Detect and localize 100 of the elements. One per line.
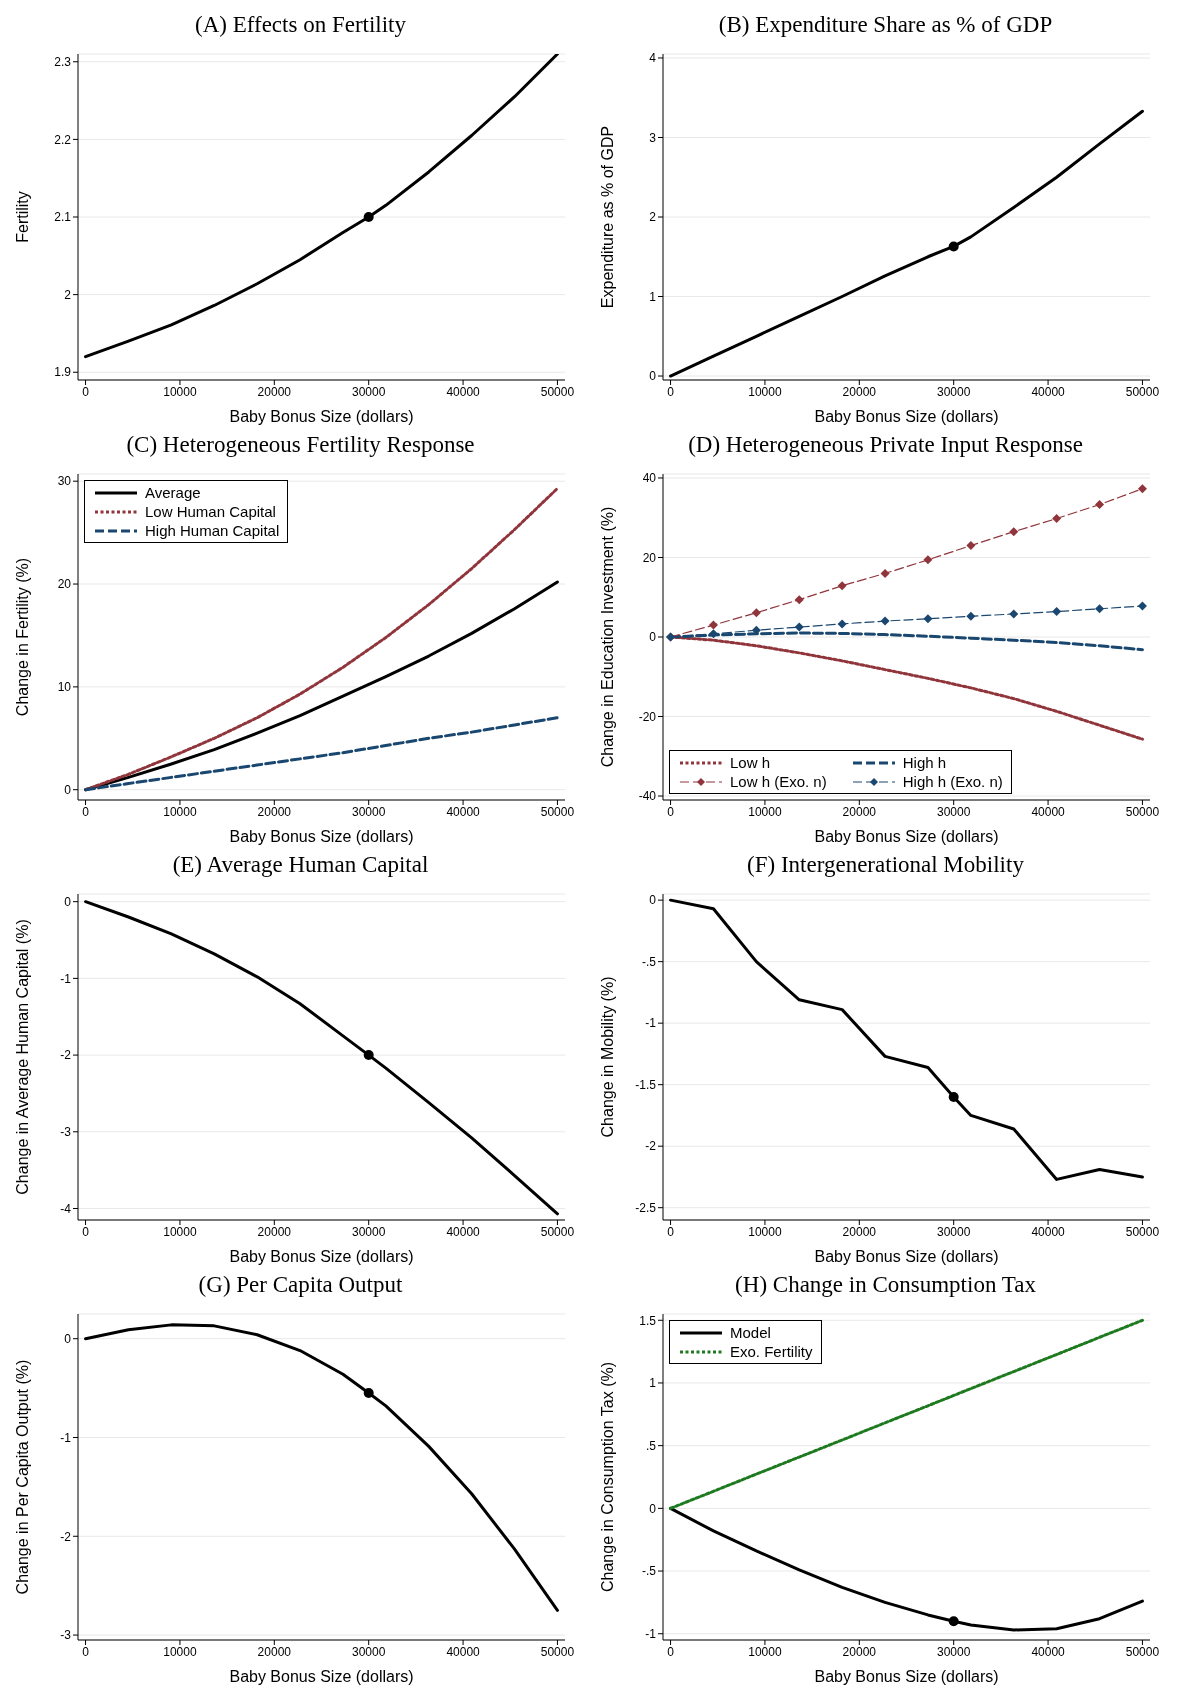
y-tick-label: 10 bbox=[57, 680, 72, 695]
point bbox=[1009, 527, 1019, 537]
x-tick-label: 30000 bbox=[937, 1224, 971, 1239]
x-tick-label: 40000 bbox=[1031, 1224, 1066, 1239]
y-tick-label: -40 bbox=[638, 789, 657, 804]
x-tick-label: 40000 bbox=[446, 384, 481, 399]
x-tick-label: 10000 bbox=[748, 384, 782, 399]
x-tick-label: 40000 bbox=[1031, 384, 1066, 399]
chart-title: (A) Effects on Fertility bbox=[194, 11, 407, 39]
x-tick-label: 50000 bbox=[540, 384, 575, 399]
y-tick-label: -4 bbox=[60, 1201, 72, 1216]
legend-label: High h bbox=[902, 754, 947, 771]
line-series bbox=[84, 716, 559, 792]
line-series bbox=[84, 900, 559, 1216]
line-series bbox=[84, 54, 559, 359]
y-tick-label: 2 bbox=[64, 287, 72, 302]
point bbox=[1052, 514, 1062, 524]
point bbox=[880, 616, 890, 626]
line-series bbox=[669, 1318, 1144, 1510]
x-tick-label: 50000 bbox=[1125, 1224, 1160, 1239]
x-tick-label: 50000 bbox=[540, 1644, 575, 1659]
x-tick-label: 40000 bbox=[446, 804, 481, 819]
x-axis-title: Baby Bonus Size (dollars) bbox=[229, 408, 414, 425]
y-tick-label: -2 bbox=[60, 1529, 72, 1544]
x-tick-label: 30000 bbox=[352, 384, 386, 399]
x-tick-label: 10000 bbox=[748, 1644, 782, 1659]
x-tick-label: 30000 bbox=[937, 804, 971, 819]
y-axis-title: Expenditure as % of GDP bbox=[598, 125, 616, 309]
x-tick-label: 10000 bbox=[163, 1644, 197, 1659]
point bbox=[837, 581, 847, 591]
x-tick-label: 20000 bbox=[257, 1644, 292, 1659]
x-tick-label: 0 bbox=[82, 1644, 90, 1659]
y-axis-title: Change in Education Investment (%) bbox=[598, 506, 616, 768]
x-tick-label: 10000 bbox=[163, 804, 197, 819]
y-axis-title: Fertility bbox=[13, 191, 31, 243]
x-tick-label: 0 bbox=[82, 1224, 90, 1239]
x-tick-label: 20000 bbox=[257, 804, 292, 819]
legend-label: High h (Exo. n) bbox=[902, 773, 1003, 790]
y-tick-label: -3 bbox=[60, 1125, 72, 1140]
x-tick-label: 50000 bbox=[1125, 384, 1160, 399]
y-tick-label: 40 bbox=[642, 471, 657, 486]
y-tick-label: -2 bbox=[60, 1048, 72, 1063]
y-tick-label: 3 bbox=[649, 130, 657, 145]
x-tick-label: 0 bbox=[667, 384, 675, 399]
y-tick-label: 2.1 bbox=[54, 210, 72, 225]
chart-title: (F) Intergenerational Mobility bbox=[746, 851, 1025, 879]
x-tick-label: 50000 bbox=[540, 1224, 575, 1239]
point bbox=[837, 619, 847, 629]
y-axis-title: Change in Fertility (%) bbox=[13, 557, 31, 717]
x-tick-label: 10000 bbox=[748, 1224, 782, 1239]
x-tick-label: 40000 bbox=[1031, 804, 1066, 819]
y-tick-label: -20 bbox=[638, 709, 657, 724]
x-tick-label: 20000 bbox=[257, 1224, 292, 1239]
legend-label: Exo. Fertility bbox=[730, 1343, 813, 1360]
x-axis-title: Baby Bonus Size (dollars) bbox=[814, 408, 999, 425]
x-tick-label: 20000 bbox=[257, 384, 292, 399]
y-tick-label: 2.3 bbox=[54, 55, 72, 70]
y-tick-label: 1.5 bbox=[639, 1313, 657, 1328]
x-tick-label: 0 bbox=[667, 1224, 675, 1239]
point bbox=[1095, 604, 1105, 614]
chart-title: (B) Expenditure Share as % of GDP bbox=[717, 11, 1054, 39]
y-tick-label: 1.9 bbox=[54, 365, 72, 380]
y-tick-label: -1 bbox=[645, 1626, 657, 1641]
x-tick-label: 0 bbox=[82, 384, 90, 399]
y-tick-label: 0 bbox=[649, 893, 657, 908]
point bbox=[1009, 609, 1019, 619]
legend-label: Low Human Capital bbox=[145, 503, 276, 520]
x-tick-label: 10000 bbox=[163, 1224, 197, 1239]
y-tick-label: -2.5 bbox=[635, 1200, 657, 1215]
y-axis-title: Change in Mobility (%) bbox=[598, 976, 616, 1138]
y-tick-label: -3 bbox=[60, 1628, 72, 1643]
x-tick-label: 30000 bbox=[937, 1644, 971, 1659]
point bbox=[1137, 484, 1147, 494]
x-tick-label: 50000 bbox=[540, 804, 575, 819]
legend-label: High Human Capital bbox=[145, 522, 280, 539]
chart-title: (C) Heterogeneous Fertility Response bbox=[125, 431, 476, 459]
x-tick-label: 40000 bbox=[446, 1224, 481, 1239]
point bbox=[794, 595, 804, 605]
y-tick-label: 1 bbox=[649, 1376, 657, 1391]
y-tick-label: 2.2 bbox=[54, 132, 72, 147]
point bbox=[1095, 500, 1105, 510]
y-axis-title: Change in Consumption Tax (%) bbox=[598, 1361, 616, 1593]
y-tick-label: -.5 bbox=[641, 1564, 657, 1579]
y-tick-label: .5 bbox=[645, 1438, 657, 1453]
x-axis-title: Baby Bonus Size (dollars) bbox=[814, 828, 999, 845]
x-tick-label: 30000 bbox=[937, 384, 971, 399]
chart-title: (H) Change in Consumption Tax bbox=[734, 1271, 1037, 1299]
point bbox=[708, 620, 718, 630]
x-tick-label: 20000 bbox=[842, 384, 877, 399]
x-tick-label: 20000 bbox=[842, 1644, 877, 1659]
x-axis-title: Baby Bonus Size (dollars) bbox=[229, 1248, 414, 1265]
line-series bbox=[669, 1506, 1144, 1632]
y-tick-label: 30 bbox=[57, 474, 72, 489]
x-axis-title: Baby Bonus Size (dollars) bbox=[814, 1668, 999, 1685]
y-tick-label: 4 bbox=[649, 51, 657, 66]
line-series bbox=[84, 1323, 559, 1612]
y-tick-label: 0 bbox=[649, 369, 657, 384]
point bbox=[794, 622, 804, 632]
x-tick-label: 20000 bbox=[842, 804, 877, 819]
chart-title: (E) Average Human Capital bbox=[171, 851, 430, 879]
